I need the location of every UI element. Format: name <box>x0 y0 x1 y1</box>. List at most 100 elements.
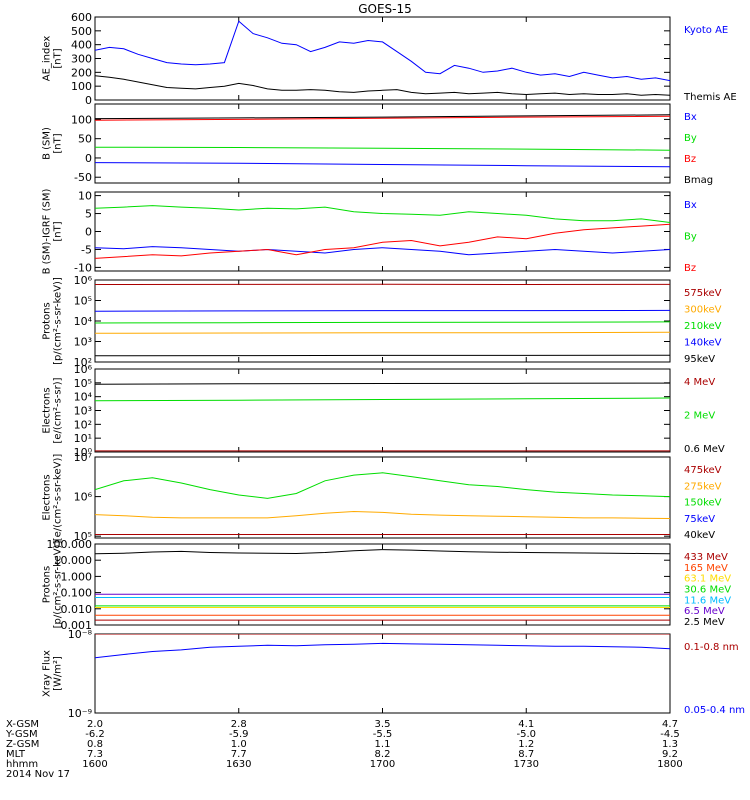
legend-entry: Kyoto AE <box>684 25 728 36</box>
x-row-label: MLT <box>6 749 26 760</box>
series-line-themis-ae <box>95 75 670 96</box>
legend-entry: By <box>684 232 697 243</box>
legend-entry: 30.6 MeV <box>684 585 731 596</box>
series-line-300kev <box>95 331 670 334</box>
y-tick-label: 200 <box>71 66 92 79</box>
legend-entry: 433 MeV <box>684 552 728 563</box>
series-line-bx <box>95 246 670 256</box>
series-group <box>95 634 670 659</box>
y-tick-label: 10⁻⁸ <box>68 628 93 641</box>
legend-entry: 0.1-0.8 nm <box>684 642 739 653</box>
legend-entry: 575keV <box>684 288 722 299</box>
x-row-label: X-GSM <box>6 719 39 730</box>
x-row-value: -4.5 <box>660 729 680 740</box>
y-tick-label: 10³ <box>74 336 92 349</box>
y-axis-label: Xray Flux <box>42 650 53 697</box>
legend-entry: 140keV <box>684 338 722 349</box>
panel-frame <box>94 456 671 539</box>
y-axis-label: [p/(cm²-s-sr-keV)] <box>53 277 64 365</box>
y-tick-label: 500 <box>71 25 92 38</box>
series-group <box>95 549 670 621</box>
y-axis-label: [W/m²] <box>53 656 64 691</box>
series-line-150kev <box>95 472 670 499</box>
y-axis-label: B (SM) <box>42 127 53 160</box>
y-axis-label: [nT] <box>53 48 64 68</box>
y-axis-label: Protons <box>42 302 53 339</box>
y-tick-label: 0 <box>85 226 92 239</box>
x-row-value: 2.8 <box>231 719 247 730</box>
x-row-value: 0.8 <box>87 739 103 750</box>
legend-entry: 275keV <box>684 481 722 492</box>
series-line-by <box>95 146 670 151</box>
panel-3: -10 -5 0 5 10 B (SM)-IGRF (SM) [nT] Bx By Bz <box>42 189 697 275</box>
series-line-95kev <box>95 354 670 357</box>
legend-entry: Themis AE <box>683 92 737 103</box>
series-line-210kev <box>95 321 670 324</box>
panel-6: 10⁵ 10⁶ 10⁷ Electrons [e/(cm²-s-sr-keV)] 475k… <box>42 451 722 543</box>
y-tick-label: 10⁶ <box>74 274 93 287</box>
panel-4: 10² 10³ 10⁴ 10⁵ 10⁶ Protons [p/(cm²-s-sr-keV)]… <box>42 274 722 369</box>
legend-entry: 475keV <box>684 465 722 476</box>
y-tick-label: 600 <box>71 11 92 24</box>
x-row-value: 7.7 <box>231 749 247 760</box>
series-group <box>95 283 670 357</box>
y-tick-label: 50 <box>78 133 92 146</box>
panel-8: 10⁻⁹ 10⁻⁸ Xray Flux [W/m²] 0.1-0.8 nm 0.05-0.… <box>42 628 746 720</box>
y-axis-label: [nT] <box>53 133 64 153</box>
legend-entry: 2 MeV <box>684 411 715 422</box>
x-row-value: 1730 <box>514 759 539 770</box>
series-line-2-5-mev <box>95 549 670 555</box>
x-row-value: 7.3 <box>87 749 103 760</box>
legend-entry: 63.1 MeV <box>684 574 731 585</box>
x-row-value: 8.7 <box>518 749 534 760</box>
legend-entry: 11.6 MeV <box>684 595 731 606</box>
legend-entry: Bx <box>684 112 697 123</box>
y-tick-label: 10² <box>74 356 92 369</box>
legend-entry: 75keV <box>684 514 715 525</box>
legend-entry: 4 MeV <box>684 377 715 388</box>
series-group <box>95 457 670 535</box>
panel-frame <box>94 368 671 453</box>
series-line-275kev <box>95 510 670 519</box>
y-tick-label: 10⁰ <box>74 446 93 459</box>
y-tick-label: 10⁻⁹ <box>68 707 92 720</box>
y-axis-label: [p/(cm²-s-sr-keV)] <box>53 541 64 629</box>
x-row-value: 1700 <box>370 759 395 770</box>
x-row-value: 1630 <box>226 759 251 770</box>
y-axis-label: Protons <box>42 566 53 603</box>
x-row-value: 3.5 <box>375 719 391 730</box>
legend-entry: 2.5 MeV <box>684 617 725 628</box>
y-axis-label: [nT] <box>53 221 64 241</box>
series-group <box>95 20 670 96</box>
x-row-value: -5.9 <box>229 729 249 740</box>
y-tick-label: 10⁴ <box>74 391 93 404</box>
y-tick-label: 0.010 <box>61 603 93 616</box>
y-tick-label: 10⁴ <box>74 315 93 328</box>
y-axis-label: AE_index <box>42 36 53 82</box>
series-line-0-6-mev <box>95 382 670 385</box>
y-tick-label: 100.000 <box>47 538 93 551</box>
legend-entry: By <box>684 133 697 144</box>
legend-entry: Bx <box>684 200 697 211</box>
series-line-bz <box>95 223 670 259</box>
y-tick-label: 0.001 <box>61 619 93 632</box>
y-axis-label: B (SM)-IGRF (SM) <box>42 189 53 275</box>
x-row-value: -5.0 <box>516 729 536 740</box>
x-row-value: 1800 <box>657 759 682 770</box>
y-tick-label: -5 <box>81 243 92 256</box>
y-axis-label: Electrons <box>42 474 53 520</box>
legend-entry: 165 MeV <box>684 563 728 574</box>
y-tick-label: 0 <box>85 94 92 107</box>
series-group <box>95 382 670 452</box>
y-tick-label: 0.100 <box>61 587 93 600</box>
y-tick-label: 300 <box>71 53 92 66</box>
legend-entry: 95keV <box>684 354 715 365</box>
legend-entry: 150keV <box>684 498 722 509</box>
legend-entry: 0.6 MeV <box>684 444 725 455</box>
y-tick-label: 100 <box>71 80 92 93</box>
legend-entry: 0.05-0.4 nm <box>684 705 745 716</box>
y-tick-label: 10⁵ <box>74 530 92 543</box>
